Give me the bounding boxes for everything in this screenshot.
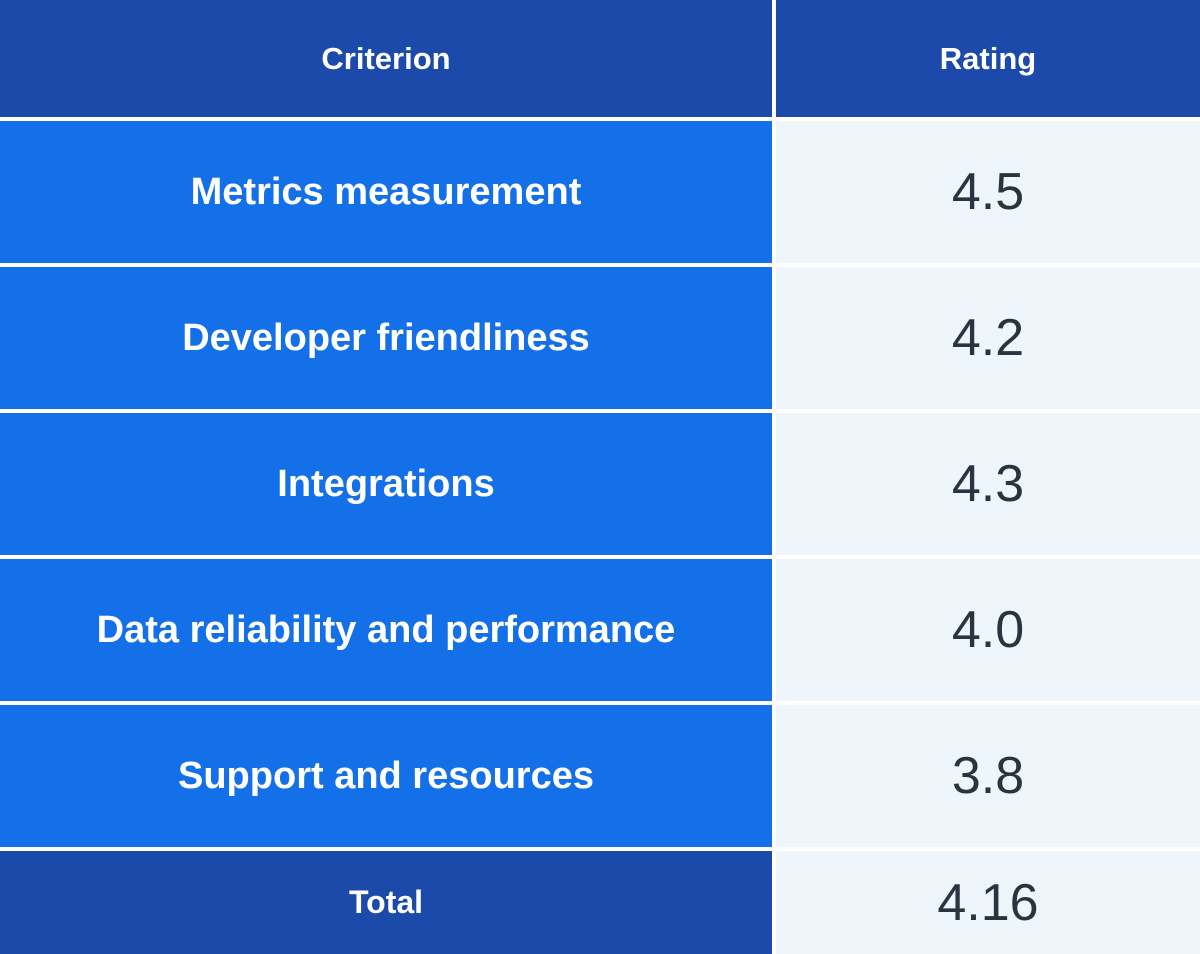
criterion-cell: Data reliability and performance xyxy=(0,559,772,701)
table-row: Support and resources 3.8 xyxy=(0,705,1200,847)
table-header-row: Criterion Rating xyxy=(0,0,1200,117)
rating-cell: 4.5 xyxy=(776,121,1200,263)
rating-cell: 3.8 xyxy=(776,705,1200,847)
criterion-cell: Developer friendliness xyxy=(0,267,772,409)
rating-cell: 4.2 xyxy=(776,267,1200,409)
header-criterion: Criterion xyxy=(0,0,772,117)
rating-cell: 4.0 xyxy=(776,559,1200,701)
table-row: Developer friendliness 4.2 xyxy=(0,267,1200,409)
criterion-cell: Support and resources xyxy=(0,705,772,847)
table-row: Data reliability and performance 4.0 xyxy=(0,559,1200,701)
header-rating: Rating xyxy=(776,0,1200,117)
table-row: Integrations 4.3 xyxy=(0,413,1200,555)
rating-cell: 4.3 xyxy=(776,413,1200,555)
criterion-cell: Integrations xyxy=(0,413,772,555)
table-total-row: Total 4.16 xyxy=(0,851,1200,954)
table-row: Metrics measurement 4.5 xyxy=(0,121,1200,263)
criterion-cell: Metrics measurement xyxy=(0,121,772,263)
total-rating: 4.16 xyxy=(776,851,1200,954)
total-label: Total xyxy=(0,851,772,954)
